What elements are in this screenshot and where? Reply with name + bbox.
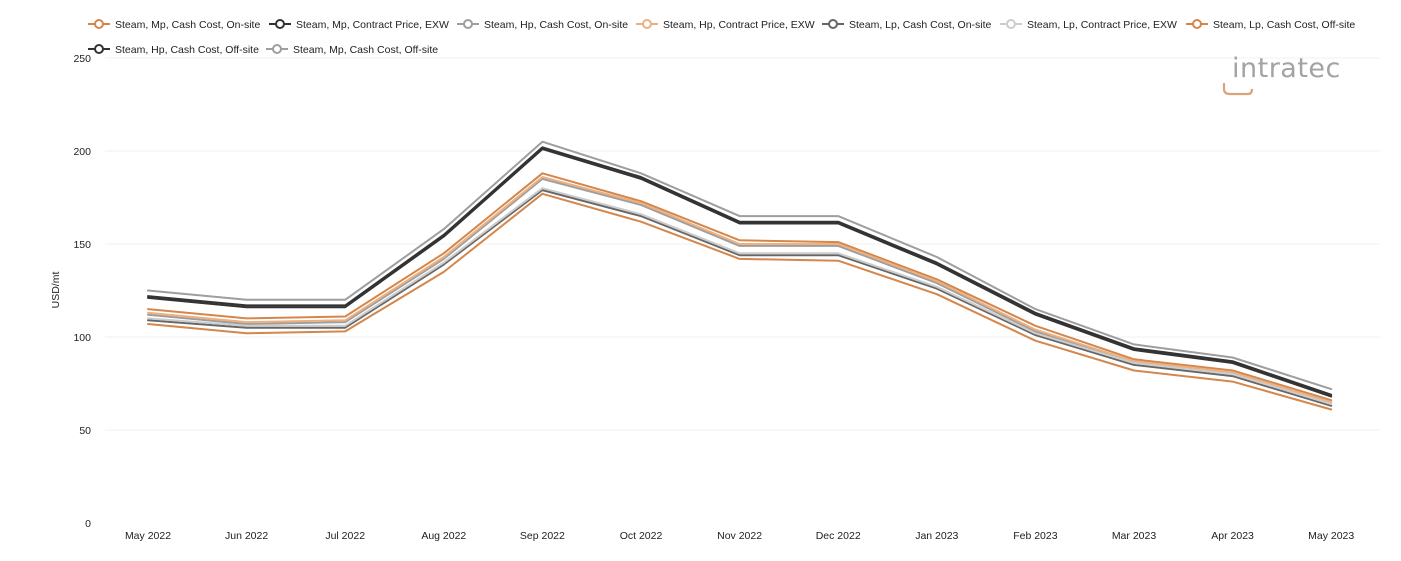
y-tick-label: 0 [85, 518, 91, 530]
legend-item[interactable]: Steam, Mp, Cash Cost, On-site [88, 19, 260, 31]
x-tick-label: Sep 2022 [520, 530, 565, 542]
legend-label: Steam, Lp, Contract Price, EXW [1027, 19, 1177, 31]
series-line-9 [147, 140, 1333, 391]
x-tick-label: Dec 2022 [816, 530, 861, 542]
logo-swoosh-icon [1222, 83, 1254, 96]
x-tick-label: Jan 2023 [915, 530, 958, 542]
legend-label: Steam, Hp, Cash Cost, Off-site [115, 44, 259, 56]
legend-item[interactable]: Steam, Mp, Cash Cost, Off-site [266, 44, 438, 56]
intratec-logo: intratec [1222, 53, 1341, 96]
series-line-4 [147, 176, 1333, 404]
legend-item[interactable]: Steam, Mp, Contract Price, EXW [269, 19, 449, 31]
legend-item[interactable]: Steam, Lp, Cash Cost, Off-site [1186, 19, 1355, 31]
y-tick-label: 250 [73, 53, 91, 65]
x-tick-label: May 2023 [1308, 530, 1354, 542]
x-tick-label: Jul 2022 [325, 530, 365, 542]
legend-marker-icon [275, 19, 285, 29]
legend-label: Steam, Mp, Contract Price, EXW [296, 19, 449, 31]
legend-item[interactable]: Steam, Hp, Cash Cost, On-site [457, 19, 628, 31]
y-tick-label: 50 [79, 425, 91, 437]
y-axis-label: USD/mt [50, 272, 62, 309]
logo-text: intratec [1232, 53, 1341, 84]
y-tick-label: 100 [73, 332, 91, 344]
legend-label: Steam, Lp, Cash Cost, Off-site [1213, 19, 1355, 31]
series-line-5 [147, 189, 1333, 407]
legend-label: Steam, Hp, Contract Price, EXW [663, 19, 815, 31]
series-line-3 [147, 177, 1333, 405]
legend-marker-icon [272, 44, 282, 54]
x-tick-label: Jun 2022 [225, 530, 268, 542]
series-lines [147, 140, 1333, 411]
legend-marker-icon [828, 19, 838, 29]
series-line-8 [147, 148, 1333, 398]
legend-item[interactable]: Steam, Lp, Cash Cost, On-site [822, 19, 992, 31]
x-tick-label: Aug 2022 [421, 530, 466, 542]
legend-marker-icon [94, 19, 104, 29]
legend-marker-icon [1192, 19, 1202, 29]
legend[interactable]: Steam, Mp, Cash Cost, On-site Steam, Mp, … [88, 19, 1355, 56]
series-line-1 [147, 172, 1333, 402]
legend-label: Steam, Lp, Cash Cost, On-site [849, 19, 992, 31]
series-line-6 [147, 187, 1333, 405]
y-axis: 0 50 100 150 200 250 [73, 53, 91, 530]
x-tick-label: Apr 2023 [1211, 530, 1254, 542]
x-tick-label: Nov 2022 [717, 530, 762, 542]
legend-marker-icon [642, 19, 652, 29]
x-tick-label: May 2022 [125, 530, 171, 542]
legend-label: Steam, Hp, Cash Cost, On-site [484, 19, 628, 31]
legend-label: Steam, Mp, Cash Cost, Off-site [293, 44, 438, 56]
legend-item[interactable]: Steam, Lp, Contract Price, EXW [1000, 19, 1177, 31]
series-line-2 [147, 146, 1333, 396]
y-tick-label: 150 [73, 239, 91, 251]
x-tick-label: Feb 2023 [1013, 530, 1058, 542]
series-line-7 [147, 192, 1333, 411]
legend-marker-icon [463, 19, 473, 29]
x-tick-label: Mar 2023 [1112, 530, 1157, 542]
x-axis: May 2022 Jun 2022 Jul 2022 Aug 2022 Sep 2022… [125, 530, 1354, 542]
legend-marker-icon [94, 44, 104, 54]
x-tick-label: Oct 2022 [620, 530, 663, 542]
y-tick-label: 200 [73, 146, 91, 158]
legend-item[interactable]: Steam, Hp, Cash Cost, Off-site [88, 44, 259, 56]
legend-label: Steam, Mp, Cash Cost, On-site [115, 19, 260, 31]
legend-marker-icon [1006, 19, 1016, 29]
legend-item[interactable]: Steam, Hp, Contract Price, EXW [636, 19, 815, 31]
